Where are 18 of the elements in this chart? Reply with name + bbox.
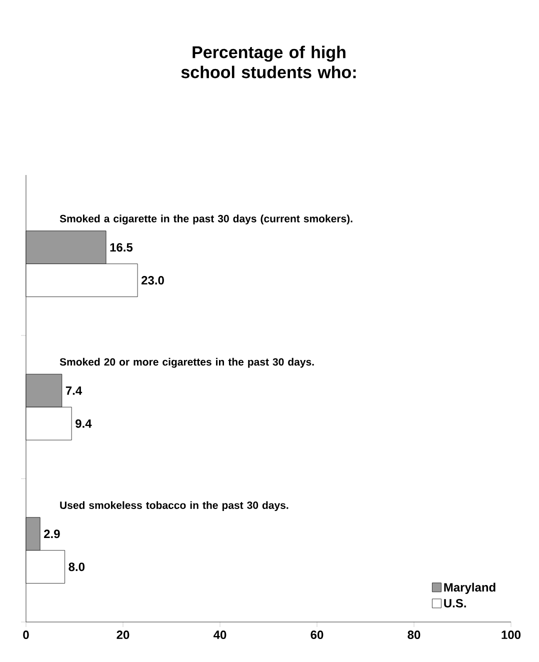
- y-tick-label: Smoked a cigarette in the past 30 days (current smokers).: [60, 214, 352, 224]
- data-label: 23.0: [142, 276, 164, 285]
- y-tick-label: Smoked 20 or more cigarettes in the past 30 days.: [60, 358, 314, 368]
- data-label: 7.4: [66, 386, 82, 395]
- x-tick-label: 20: [116, 630, 130, 640]
- data-label: 9.4: [76, 419, 92, 428]
- y-tick-label: Used smokeless tobacco in the past 30 days.: [60, 501, 288, 512]
- legend-label: U.S.: [444, 598, 466, 608]
- x-tick-label: 0: [23, 630, 29, 640]
- x-tick-label: 80: [408, 630, 420, 640]
- x-tick-label: 100: [502, 630, 521, 640]
- data-label: 8.0: [68, 562, 85, 572]
- data-label: 2.9: [44, 530, 60, 538]
- data-label: 16.5: [110, 243, 133, 252]
- x-tick-label: 40: [214, 630, 226, 640]
- legend-label: Maryland: [444, 582, 496, 594]
- x-tick-label: 60: [310, 630, 324, 640]
- chart-title: Percentage of high school students who:: [181, 46, 356, 78]
